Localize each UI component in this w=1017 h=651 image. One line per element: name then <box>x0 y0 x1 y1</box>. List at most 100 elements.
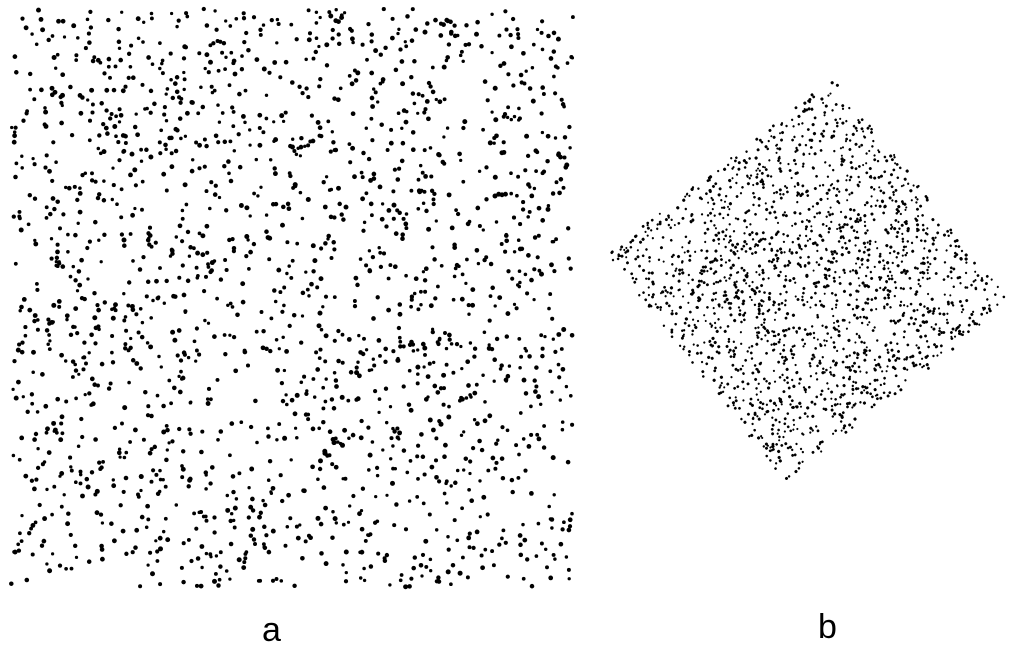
dot <box>199 449 204 455</box>
dot <box>509 191 514 196</box>
dot <box>888 289 892 293</box>
dot <box>741 186 744 189</box>
dot <box>514 443 519 448</box>
dot <box>719 254 722 257</box>
dot <box>388 405 393 409</box>
dot <box>782 435 785 439</box>
dot <box>774 467 777 470</box>
dot <box>497 295 503 301</box>
dot <box>766 386 771 390</box>
dot <box>705 249 709 253</box>
dot <box>177 389 183 395</box>
dot <box>714 227 717 230</box>
dot <box>909 316 913 320</box>
dot <box>710 298 715 302</box>
dot <box>50 196 56 201</box>
dot <box>492 379 496 383</box>
dot <box>523 391 529 396</box>
dot <box>719 326 722 329</box>
dot <box>25 409 30 414</box>
dot <box>874 204 878 207</box>
dot <box>371 357 375 361</box>
dot <box>824 273 828 277</box>
dot <box>879 396 883 400</box>
dot <box>753 364 757 367</box>
dot <box>933 343 936 347</box>
dot <box>69 566 74 571</box>
dot <box>770 135 773 138</box>
dot <box>149 413 154 419</box>
dot <box>717 231 721 235</box>
dot <box>907 182 910 185</box>
dot <box>749 223 752 226</box>
dot <box>784 355 787 359</box>
dot <box>735 181 738 185</box>
dot <box>545 206 551 212</box>
dot <box>935 248 938 252</box>
dot <box>834 118 837 122</box>
dot <box>657 258 661 262</box>
dot <box>879 366 882 369</box>
dot <box>648 260 651 263</box>
dot <box>119 215 124 220</box>
dot <box>468 341 473 345</box>
dot <box>709 260 712 264</box>
dot <box>505 574 510 579</box>
dot <box>517 284 522 289</box>
dot <box>262 524 267 530</box>
dot <box>748 233 752 237</box>
dot <box>164 147 168 151</box>
dot <box>731 263 735 267</box>
dot <box>164 424 169 428</box>
dot <box>460 272 465 277</box>
dot <box>366 156 372 162</box>
dot <box>199 544 205 549</box>
dot <box>870 212 874 216</box>
dot <box>825 368 828 372</box>
dot <box>206 265 211 269</box>
dot <box>100 521 105 525</box>
dot <box>894 188 898 192</box>
dot <box>658 220 662 224</box>
dot <box>465 575 470 580</box>
dot <box>709 322 712 325</box>
dot <box>866 297 870 301</box>
dot <box>231 334 237 340</box>
dot <box>842 394 845 397</box>
dot <box>783 185 787 188</box>
dot <box>60 18 66 24</box>
dot <box>57 563 63 568</box>
dot <box>122 292 126 296</box>
dot <box>370 440 375 444</box>
dot <box>864 274 868 278</box>
dot <box>150 571 155 577</box>
dot <box>310 243 316 249</box>
dot <box>775 144 778 147</box>
dot <box>84 361 88 366</box>
dot <box>714 233 717 237</box>
dot <box>282 435 288 441</box>
dot <box>276 21 281 27</box>
dot <box>375 295 380 300</box>
dot <box>796 427 799 431</box>
dot <box>216 140 221 145</box>
dot <box>641 224 645 228</box>
dot <box>169 135 174 141</box>
dot <box>59 504 64 509</box>
dot <box>265 235 271 240</box>
dot <box>317 426 322 431</box>
dot <box>964 257 968 261</box>
dot <box>20 166 24 170</box>
dot <box>336 41 342 47</box>
dot <box>744 161 748 165</box>
dot <box>491 563 496 568</box>
dot <box>755 342 759 346</box>
dot <box>760 284 764 288</box>
dot <box>921 276 924 279</box>
dot <box>775 190 779 194</box>
dot <box>554 180 559 185</box>
dot <box>49 92 55 98</box>
dot <box>390 16 395 21</box>
dot <box>35 327 40 332</box>
dot <box>717 392 721 396</box>
